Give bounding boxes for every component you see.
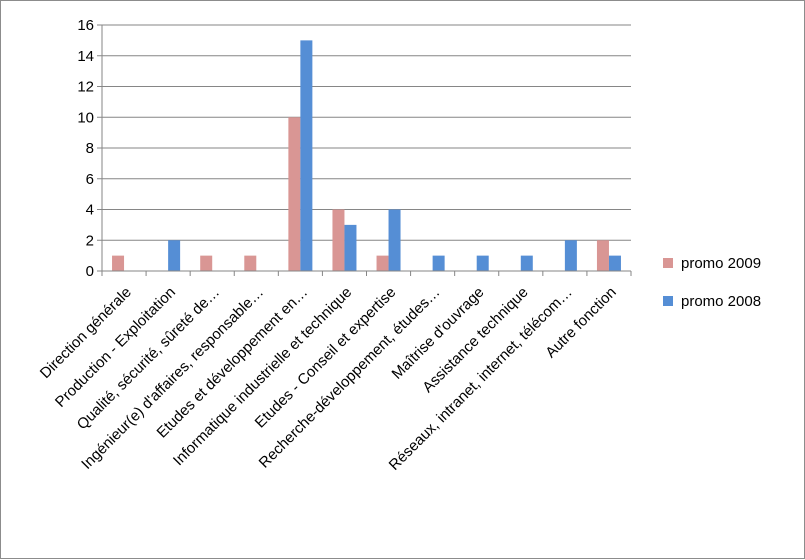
legend-label: promo 2008 bbox=[681, 293, 761, 310]
bar-promo-2009-3 bbox=[244, 255, 257, 271]
legend: promo 2009 promo 2008 bbox=[663, 255, 761, 310]
bar-promo-2008-10 bbox=[564, 240, 577, 271]
y-tick-label: 10 bbox=[77, 109, 94, 126]
bar-promo-2009-11 bbox=[596, 240, 609, 271]
legend-swatch bbox=[663, 258, 673, 268]
bar-promo-2009-2 bbox=[200, 255, 213, 271]
y-tick-label: 6 bbox=[86, 171, 94, 188]
y-tick-label: 8 bbox=[86, 140, 94, 157]
bar-promo-2008-11 bbox=[608, 255, 621, 271]
y-tick-label: 14 bbox=[77, 48, 94, 65]
legend-swatch bbox=[663, 296, 673, 306]
bar-promo-2008-1 bbox=[168, 240, 181, 271]
bar-promo-2008-4 bbox=[300, 40, 313, 271]
y-tick-label: 0 bbox=[86, 263, 94, 280]
bars bbox=[112, 40, 621, 271]
bar-promo-2008-6 bbox=[388, 209, 401, 271]
bar-promo-2008-7 bbox=[432, 255, 445, 271]
bar-promo-2008-9 bbox=[520, 255, 533, 271]
bar-promo-2008-8 bbox=[476, 255, 489, 271]
y-tick-label: 2 bbox=[86, 232, 94, 249]
bar-promo-2008-5 bbox=[344, 224, 357, 271]
bar-promo-2009-4 bbox=[288, 117, 301, 271]
axes bbox=[97, 24, 632, 276]
y-tick-label: 16 bbox=[77, 17, 94, 34]
gridlines bbox=[102, 24, 631, 241]
legend-label: promo 2009 bbox=[681, 255, 761, 272]
bar-promo-2009-0 bbox=[112, 255, 125, 271]
y-tick-label: 4 bbox=[86, 202, 94, 219]
bar-promo-2009-5 bbox=[332, 209, 345, 271]
y-tick-label: 12 bbox=[77, 79, 94, 96]
bar-promo-2009-6 bbox=[376, 255, 389, 271]
